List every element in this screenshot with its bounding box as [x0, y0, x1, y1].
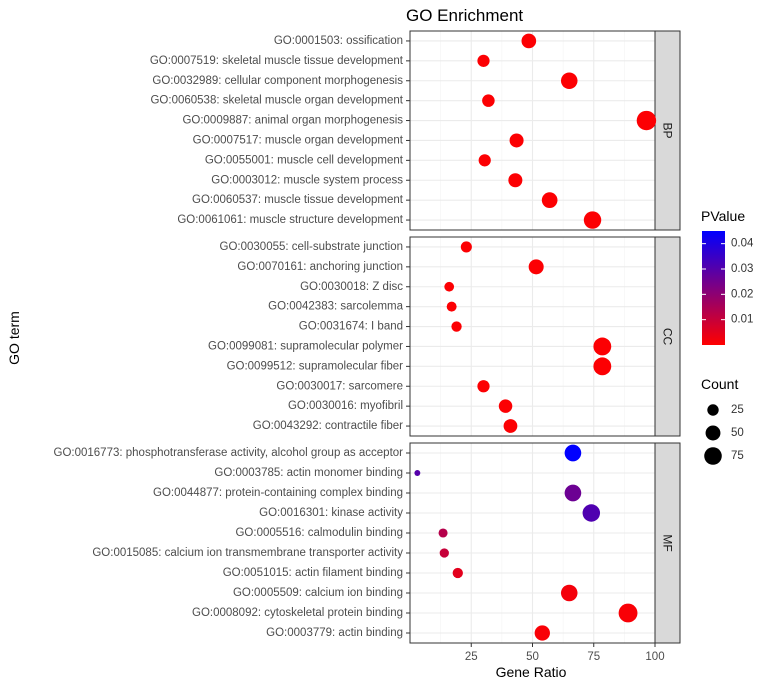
term-label: GO:0060537: muscle tissue development: [192, 194, 404, 206]
term-point: [564, 444, 582, 462]
term-label: GO:0001503: ossification: [274, 35, 403, 47]
term-label: GO:0003785: actin monomer binding: [214, 467, 403, 479]
term-label: GO:0015085: calcium ion transmembrane tr…: [92, 547, 403, 559]
term-point: [482, 94, 495, 107]
term-point: [414, 470, 421, 476]
term-label: GO:0061061: muscle structure development: [177, 214, 403, 226]
term-label: GO:0007517: muscle organ development: [193, 134, 404, 146]
term-point: [560, 72, 578, 90]
facet-strip: [654, 30, 681, 231]
term-point: [452, 567, 463, 579]
term-label: GO:0044877: protein-containing complex b…: [153, 487, 403, 499]
term-point: [583, 211, 602, 229]
term-label: GO:0030016: myofibril: [288, 400, 403, 412]
term-label: GO:0031674: I band: [299, 321, 403, 333]
term-label: GO:0051015: actin filament binding: [223, 567, 403, 579]
term-point: [593, 337, 612, 356]
term-point: [534, 625, 550, 641]
term-label: GO:0043292: contractile fiber: [253, 420, 403, 432]
count-legend-key: [705, 425, 721, 441]
facet-panel-mf: MF GO:0016773: phosphotransferase activit…: [54, 442, 681, 644]
term-label: GO:0005509: calcium ion binding: [233, 587, 403, 599]
term-point: [478, 154, 491, 167]
term-label: GO:0016773: phosphotransferase activity,…: [54, 447, 404, 459]
term-label: GO:0055001: muscle cell development: [205, 154, 404, 166]
count-legend-label: 75: [731, 450, 744, 462]
facet-strip: [654, 236, 681, 437]
term-point: [460, 241, 472, 253]
count-legend-key: [707, 404, 719, 416]
term-label: GO:0008092: cytoskeletal protein binding: [192, 607, 403, 619]
pvalue-legend: PValue 0.01 0.02 0.03 0.04: [701, 208, 754, 345]
term-label: GO:0060538: skeletal muscle organ develo…: [150, 95, 403, 107]
facet-strip: [654, 442, 681, 644]
count-legend: Count 25 50 75: [701, 376, 744, 465]
term-point: [438, 528, 448, 538]
term-point: [509, 133, 524, 148]
term-point: [508, 173, 523, 188]
chart-title: GO Enrichment: [406, 6, 523, 25]
term-point: [498, 399, 513, 413]
term-point: [521, 33, 537, 49]
facet-strip-label: BP: [661, 122, 675, 138]
x-tick-label: 25: [465, 651, 478, 663]
term-point: [477, 380, 490, 393]
term-label: GO:0016301: kinase activity: [259, 507, 403, 519]
x-axis: 25 50 75 100: [465, 643, 665, 663]
term-label: GO:0042383: sarcolemma: [268, 301, 403, 313]
colorbar-tick-label: 0.01: [731, 314, 753, 326]
term-point: [636, 110, 657, 131]
term-label: GO:0009887: animal organ morphogenesis: [182, 115, 403, 127]
term-label: GO:0099081: supramolecular polymer: [208, 340, 403, 352]
count-legend-title: Count: [701, 376, 738, 392]
term-point: [541, 192, 558, 208]
x-tick-label: 100: [645, 651, 664, 663]
facet-panels: BP GO:0001503: ossification GO:0007519: sk…: [54, 30, 681, 644]
facet-strip-label: CC: [661, 328, 675, 346]
term-point: [444, 281, 455, 292]
count-legend-key: [704, 447, 722, 465]
term-label: GO:0007519: skeletal muscle tissue devel…: [150, 55, 404, 67]
term-label: GO:0030017: sarcomere: [276, 380, 403, 392]
term-point: [439, 548, 449, 558]
term-point: [477, 54, 490, 67]
term-point: [593, 357, 612, 376]
colorbar-tick-label: 0.04: [731, 238, 754, 250]
pvalue-legend-title: PValue: [701, 208, 745, 224]
count-legend-label: 50: [731, 427, 744, 439]
term-point: [528, 259, 544, 275]
x-tick-label: 50: [526, 651, 539, 663]
x-axis-title: Gene Ratio: [496, 664, 567, 680]
term-point: [582, 504, 601, 522]
term-point: [451, 321, 462, 332]
facet-panel-bp: BP GO:0001503: ossification GO:0007519: sk…: [150, 30, 681, 231]
count-legend-label: 25: [731, 404, 744, 416]
pvalue-colorbar: [702, 231, 725, 345]
term-point: [560, 584, 578, 602]
x-tick-label: 75: [587, 651, 600, 663]
term-point: [446, 301, 457, 312]
term-label: GO:0005516: calmodulin binding: [235, 527, 403, 539]
term-point: [618, 603, 638, 623]
term-label: GO:0030018: Z disc: [300, 281, 403, 293]
term-label: GO:0030055: cell-substrate junction: [220, 241, 403, 253]
colorbar-tick-label: 0.02: [731, 288, 753, 300]
facet-panel-cc: CC GO:0030055: cell-substrate junction GO:…: [208, 236, 681, 437]
term-label: GO:0070161: anchoring junction: [237, 261, 403, 273]
colorbar-tick-label: 0.03: [731, 263, 753, 275]
term-label: GO:0003012: muscle system process: [211, 174, 403, 186]
y-axis-title: GO term: [6, 311, 22, 365]
facet-strip-label: MF: [661, 534, 675, 551]
term-label: GO:0099512: supramolecular fiber: [227, 360, 404, 372]
term-point: [503, 419, 518, 433]
term-point: [564, 484, 582, 502]
term-label: GO:0003779: actin binding: [266, 627, 403, 639]
term-label: GO:0032989: cellular component morphogen…: [152, 75, 403, 87]
